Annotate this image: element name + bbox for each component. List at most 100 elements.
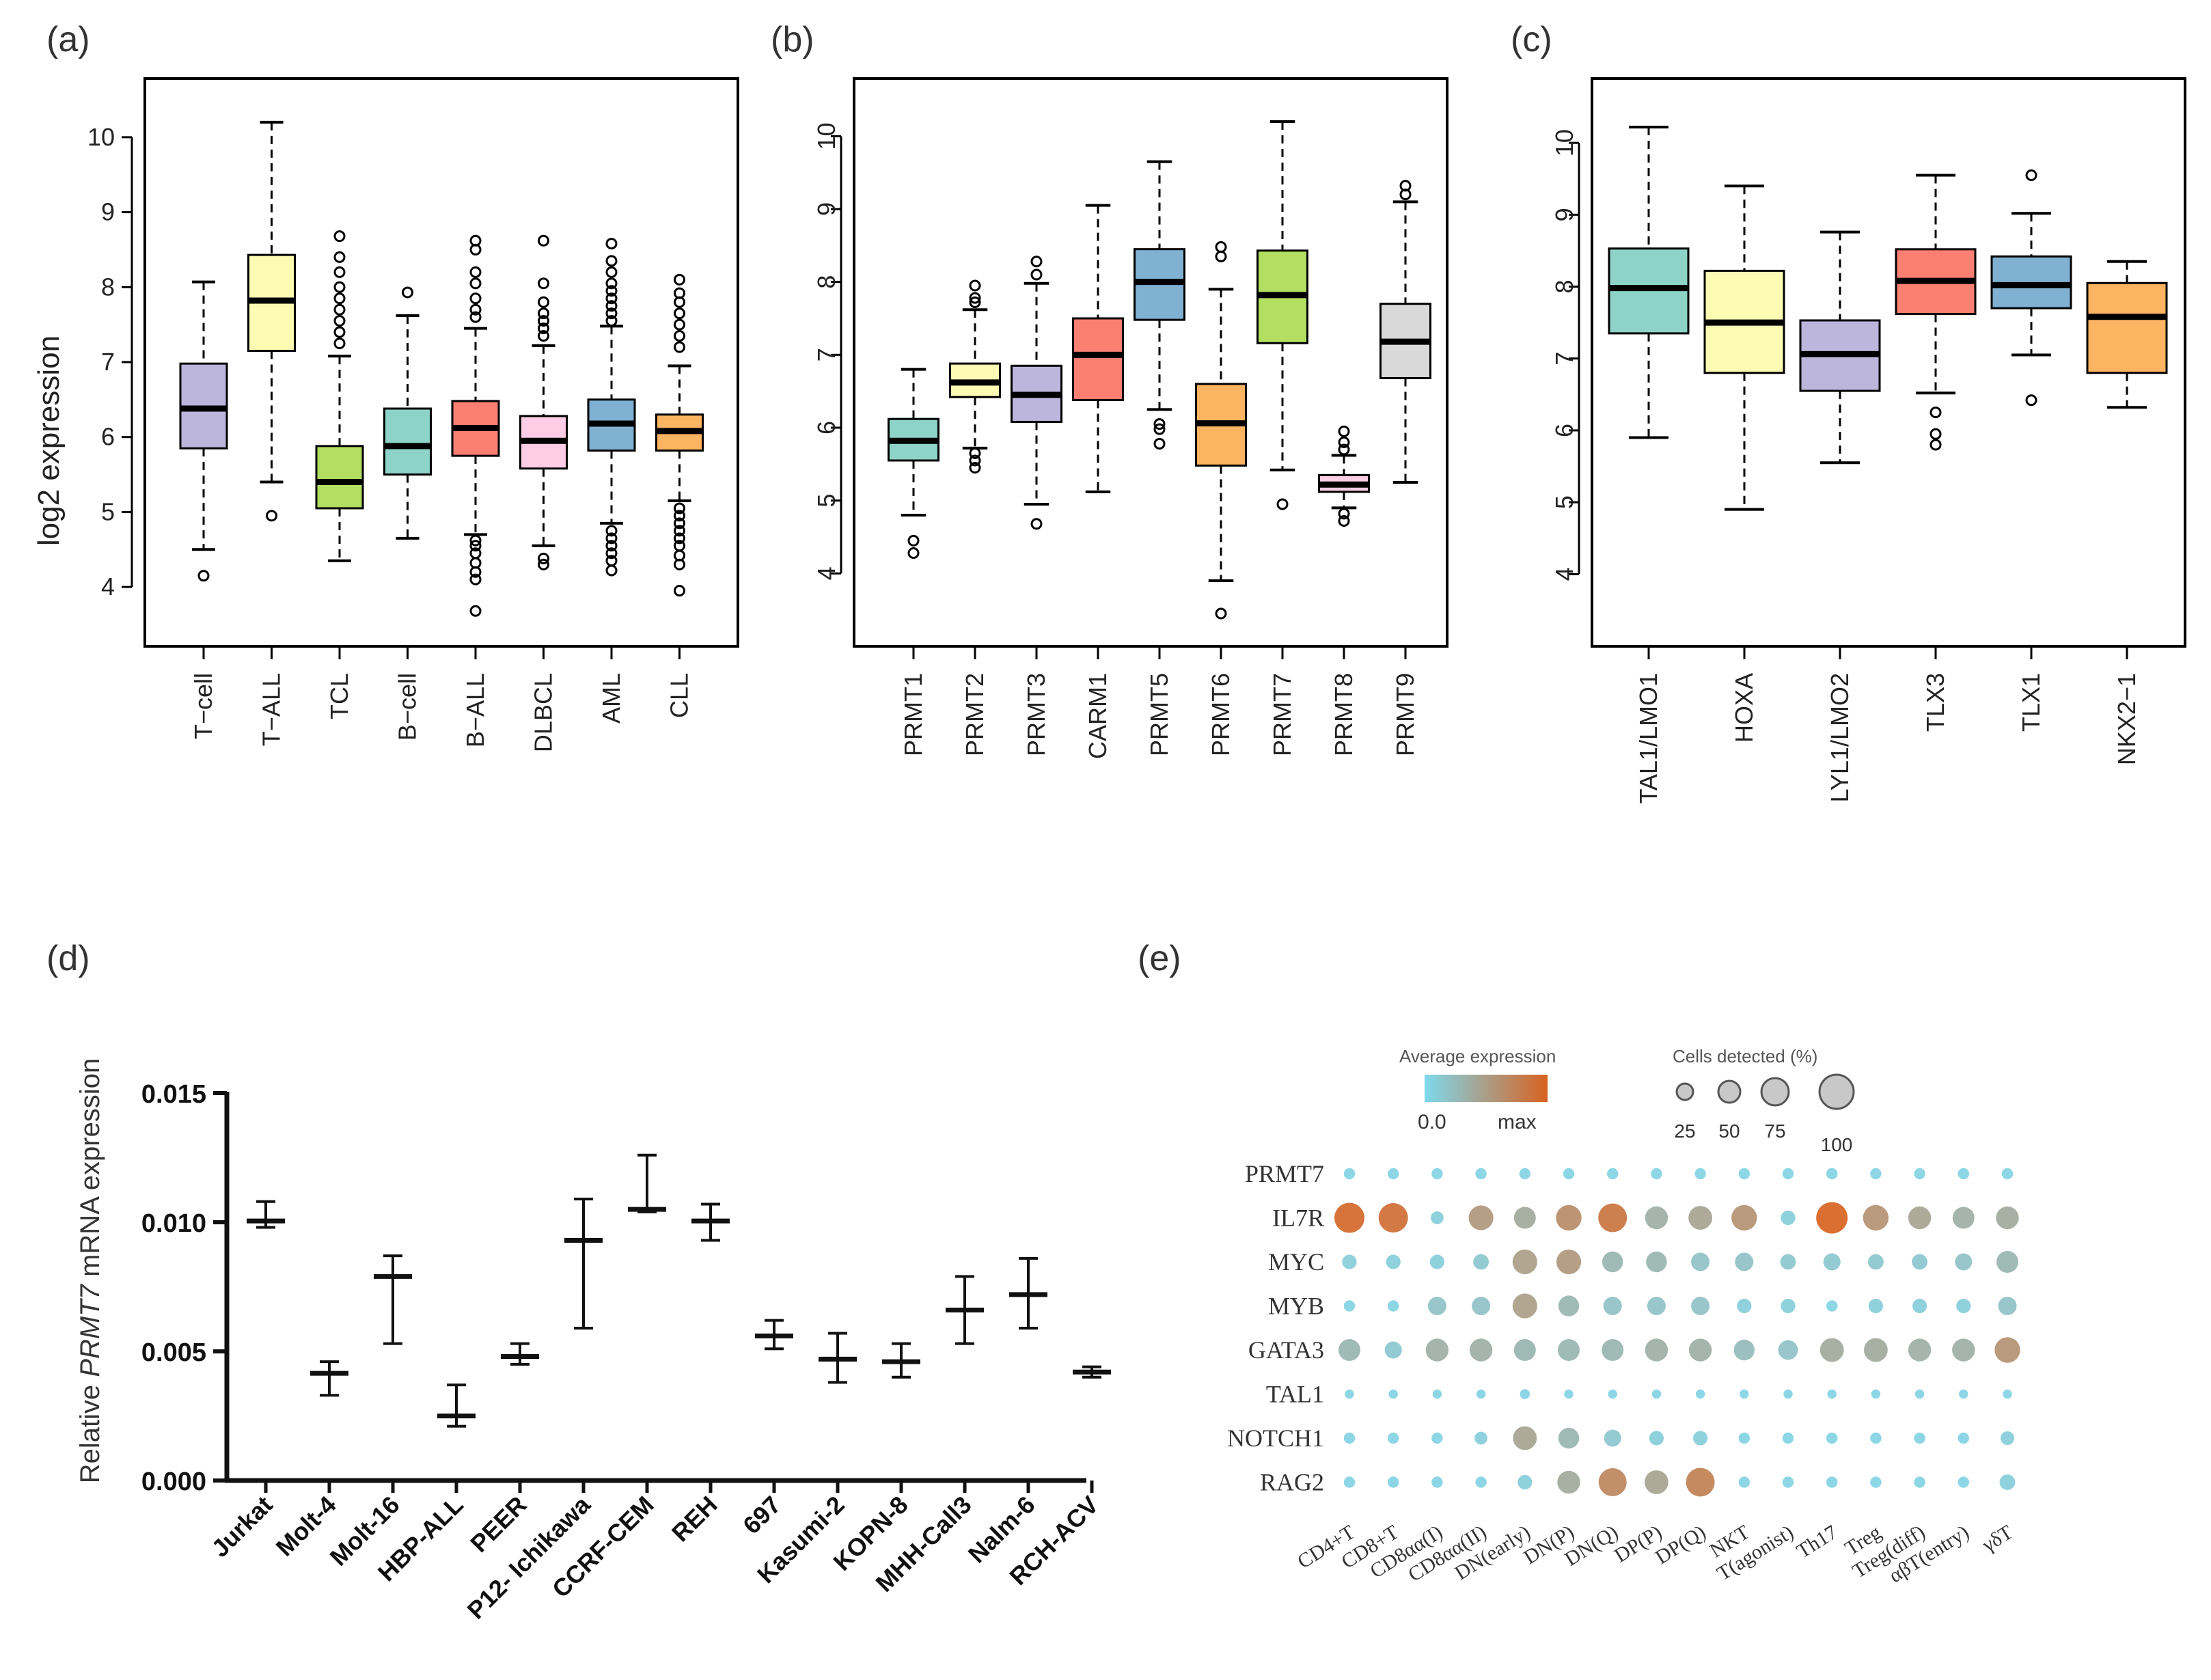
panel-b-prmt6-outlier-2 — [1215, 240, 1227, 253]
panel-b-frame — [853, 77, 1448, 648]
panel-b-prmt2-outlier-0 — [969, 462, 981, 474]
panel-a-aml-outlier-6 — [605, 315, 618, 327]
panel-a-dlbcl-label: DLBCL — [530, 673, 558, 752]
panel-a-cll-outlier-5 — [674, 525, 685, 537]
panel-c-nkx2-1-box — [2086, 260, 2168, 409]
legend-size-label-25: 25 — [1674, 1120, 1695, 1142]
panel-a: (a) log2 expression 4 5 6 7 8 9 10 T−cell T−ALL… — [32, 20, 739, 752]
panel-b-prmt1-outlier-1 — [907, 534, 920, 547]
panel-b-prmt3-outlier-0 — [1030, 518, 1043, 530]
dot-prmt7-t — [2001, 1168, 2014, 1180]
panel-a-b-all-outlier-1 — [469, 573, 482, 586]
dot-myb-treg-diff — [1912, 1298, 1927, 1314]
panel-a-b-all-outlier-13 — [469, 234, 482, 247]
panel-a-ylabel: log2 expression — [32, 335, 66, 546]
panel-a-b-all-label: B−ALL — [461, 673, 489, 747]
gene-label-rag2: RAG2 — [1260, 1469, 1324, 1496]
panel-a-dlbcl-outlier-7 — [538, 277, 549, 290]
panel-a-ytick-label-5: 9 — [101, 198, 115, 226]
dot-il7r-cd8-t — [1378, 1203, 1408, 1233]
dot-rag2-dn-q — [1598, 1468, 1627, 1496]
panel-a-tcl-outlier-5 — [333, 281, 346, 293]
dot-notch1-treg — [1870, 1432, 1882, 1444]
panel-a-cll-outlier-12 — [674, 307, 685, 320]
panel-a-b-all-outlier-6 — [469, 534, 482, 547]
panel-a-t-all-label: T−ALL — [258, 673, 286, 746]
dot-myc-dp-q — [1691, 1252, 1710, 1271]
panel-a-tcl-outlier-6 — [333, 266, 346, 278]
panel-d-ylabel-suffix: mRNA expression — [75, 1058, 105, 1284]
legend-size-circle-100 — [1818, 1073, 1855, 1110]
dot-gata3-t-agonist — [1778, 1340, 1798, 1360]
panel-a-aml-outlier-13 — [605, 255, 618, 267]
panel-b-ytick-label-1: 5 — [812, 494, 840, 508]
panel-b-prmt5-outlier-1 — [1153, 423, 1166, 435]
panel-d-ytick-label-2: 0.010 — [141, 1209, 206, 1238]
panel-a-cll-outlier-6 — [674, 517, 685, 529]
dot-tal1-treg-diff — [1914, 1389, 1925, 1399]
dot-rag2-nkt — [1738, 1476, 1750, 1488]
panel-c-tal1-lmo1-label: TAL1/LMO1 — [1634, 673, 1662, 803]
panel-d-molt-4-errorbar — [310, 1360, 348, 1397]
dot-myc-cd8-ii — [1473, 1254, 1489, 1270]
legend-color-max: max — [1498, 1111, 1537, 1133]
dot-tal1-t-agonist — [1783, 1389, 1793, 1399]
panel-a-aml-outlier-8 — [605, 300, 618, 312]
gene-label-prmt7: PRMT7 — [1245, 1160, 1324, 1187]
legend-size-circle-75 — [1760, 1077, 1790, 1107]
panel-a-dlbcl-outlier-6 — [538, 296, 549, 308]
panel-b-prmt6-outlier-0 — [1215, 607, 1227, 620]
dot-myc-treg-diff — [1912, 1254, 1928, 1270]
dot-rag2-dp-q — [1686, 1468, 1715, 1497]
dot-il7r-cd8-i — [1431, 1211, 1444, 1224]
dot-myc-th17 — [1823, 1253, 1841, 1271]
dot-notch1-t-agonist — [1782, 1432, 1794, 1444]
dot-gata3-dp-q — [1688, 1338, 1712, 1362]
panel-a-x-labels: T−cell T−ALL TCL B−cell B−ALL DLBCL AML CLL — [189, 646, 693, 752]
panel-b-carm1-box — [1072, 204, 1124, 493]
panel-a-b-cell-label: B−cell — [394, 673, 422, 741]
dot-prmt7-treg-diff — [1914, 1168, 1925, 1180]
dot-gata3-nkt — [1733, 1339, 1755, 1361]
panel-a-tcl-outlier-2 — [333, 315, 346, 327]
panel-a-aml-outlier-2 — [605, 547, 618, 560]
panel-b-prmt2-outlier-4 — [969, 292, 981, 304]
dot-gata3-dn-q — [1602, 1339, 1624, 1361]
panel-a-b-all-outlier-9 — [469, 292, 482, 305]
panel-c-tlx3-outlier-0 — [1930, 439, 1942, 451]
dot-tal1-cd8-i — [1432, 1389, 1442, 1399]
panel-a-tcl-iqr — [315, 445, 364, 510]
dot-prmt7-th17 — [1826, 1168, 1838, 1180]
dot-il7r-dp-q — [1688, 1206, 1713, 1230]
panel-a-tcl-box — [315, 230, 364, 562]
panel-d-y-axis: 0.000 0.005 0.010 0.015 — [141, 1080, 227, 1496]
panel-d-peer-errorbar — [501, 1342, 539, 1366]
dot-myb-dn-early — [1512, 1293, 1537, 1319]
panel-b-ytick-label-6: 10 — [812, 122, 840, 150]
panel-a-y-axis: 4 5 6 7 8 9 10 — [87, 123, 133, 601]
panel-a-ytick-label-4: 8 — [101, 273, 115, 301]
dot-prmt7-t-entry — [1958, 1168, 1969, 1180]
dot-rag2-dp-p — [1645, 1470, 1668, 1494]
panel-a-t-cell-box — [179, 280, 228, 582]
panel-a-ytick-label-3: 7 — [101, 348, 115, 376]
gene-label-notch1: NOTCH1 — [1227, 1424, 1324, 1452]
panel-a-aml-outlier-4 — [605, 532, 618, 545]
dot-il7r-cd4-t — [1334, 1202, 1364, 1233]
panel-a-b-cell-box — [383, 286, 432, 540]
panel-a-dlbcl-outlier-8 — [538, 234, 549, 247]
dot-tal1-dn-early — [1520, 1389, 1530, 1399]
dot-il7r-th17 — [1816, 1202, 1848, 1234]
dot-il7r-t-agonist — [1781, 1210, 1796, 1226]
dot-myc-dn-p — [1556, 1249, 1582, 1275]
panel-b-prmt1-outlier-0 — [907, 547, 920, 559]
dot-prmt7-nkt — [1738, 1168, 1750, 1180]
dot-notch1-t — [2001, 1431, 2014, 1445]
dot-prmt7-t-agonist — [1782, 1168, 1794, 1180]
panel-a-aml-outlier-10 — [605, 285, 618, 297]
panel-a-b-all-outlier-4 — [469, 547, 482, 560]
dot-notch1-t-entry — [1958, 1432, 1969, 1444]
panel-b-prmt7-box — [1256, 120, 1308, 510]
legend-size-label-100: 100 — [1821, 1134, 1853, 1155]
